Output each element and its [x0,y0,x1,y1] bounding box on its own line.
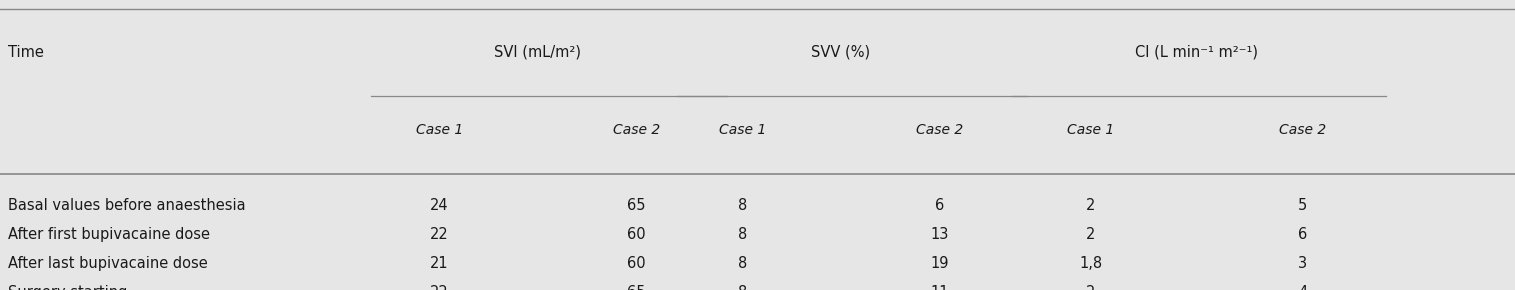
Text: CI (L min⁻¹ m²⁻¹): CI (L min⁻¹ m²⁻¹) [1135,45,1259,60]
Text: 8: 8 [738,227,747,242]
Text: 8: 8 [738,256,747,271]
Text: 21: 21 [430,256,448,271]
Text: Case 1: Case 1 [718,124,767,137]
Text: 3: 3 [1298,256,1307,271]
Text: SVI (mL/m²): SVI (mL/m²) [494,45,582,60]
Text: Case 2: Case 2 [612,124,661,137]
Text: 65: 65 [627,285,645,290]
Text: Surgery starting: Surgery starting [8,285,127,290]
Text: 6: 6 [1298,227,1307,242]
Text: 6: 6 [935,198,944,213]
Text: 60: 60 [627,227,645,242]
Text: Case 2: Case 2 [915,124,964,137]
Text: 4: 4 [1298,285,1307,290]
Text: 5: 5 [1298,198,1307,213]
Text: 2: 2 [1086,198,1095,213]
Text: 22: 22 [430,285,448,290]
Text: 11: 11 [930,285,948,290]
Text: Basal values before anaesthesia: Basal values before anaesthesia [8,198,245,213]
Text: Case 1: Case 1 [1067,124,1115,137]
Text: SVV (%): SVV (%) [811,45,871,60]
Text: After last bupivacaine dose: After last bupivacaine dose [8,256,208,271]
Text: 8: 8 [738,285,747,290]
Text: Case 2: Case 2 [1279,124,1327,137]
Text: 2: 2 [1086,285,1095,290]
Text: After first bupivacaine dose: After first bupivacaine dose [8,227,209,242]
Text: 60: 60 [627,256,645,271]
Text: 24: 24 [430,198,448,213]
Text: 1,8: 1,8 [1079,256,1103,271]
Text: 22: 22 [430,227,448,242]
Text: 65: 65 [627,198,645,213]
Text: Time: Time [8,45,44,60]
Text: 2: 2 [1086,227,1095,242]
Text: 8: 8 [738,198,747,213]
Text: 13: 13 [930,227,948,242]
Text: 19: 19 [930,256,948,271]
Text: Case 1: Case 1 [415,124,464,137]
